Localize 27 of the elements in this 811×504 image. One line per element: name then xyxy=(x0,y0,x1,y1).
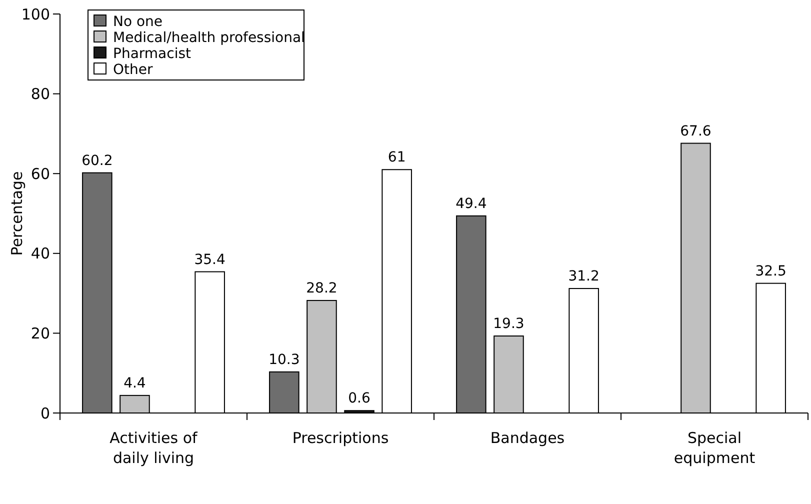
data-label: 60.2 xyxy=(82,152,113,169)
y-tick-label: 40 xyxy=(30,244,50,263)
data-label: 10.3 xyxy=(268,352,300,368)
data-label: 19.3 xyxy=(493,316,524,332)
data-label: 35.4 xyxy=(194,252,226,268)
x-tick-label: Bandages xyxy=(490,429,565,447)
y-tick-label: 80 xyxy=(30,85,50,104)
legend-label: No one xyxy=(113,14,163,30)
y-tick-label: 0 xyxy=(40,404,50,422)
y-tick-label: 100 xyxy=(21,5,50,24)
y-tick-label: 60 xyxy=(30,164,50,183)
data-label: 49.4 xyxy=(456,196,487,212)
data-label: 67.6 xyxy=(680,123,712,140)
data-label: 4.4 xyxy=(124,375,146,392)
legend-label: Other xyxy=(113,62,153,78)
data-label: 61 xyxy=(388,150,406,166)
y-tick-label: 20 xyxy=(30,324,50,342)
data-label: 31.2 xyxy=(568,268,600,285)
y-axis-title: Percentage xyxy=(8,171,26,256)
data-label: 0.6 xyxy=(348,390,370,407)
x-tick-label: Activities of daily living xyxy=(110,429,198,467)
x-tick-label: Special equipment xyxy=(674,429,756,467)
data-label: 28.2 xyxy=(306,280,338,296)
data-label: 32.5 xyxy=(755,263,786,280)
legend-label: Pharmacist xyxy=(113,46,192,62)
legend-label: Medical/health professional xyxy=(113,30,305,46)
x-tick-label: Prescriptions xyxy=(292,429,389,447)
